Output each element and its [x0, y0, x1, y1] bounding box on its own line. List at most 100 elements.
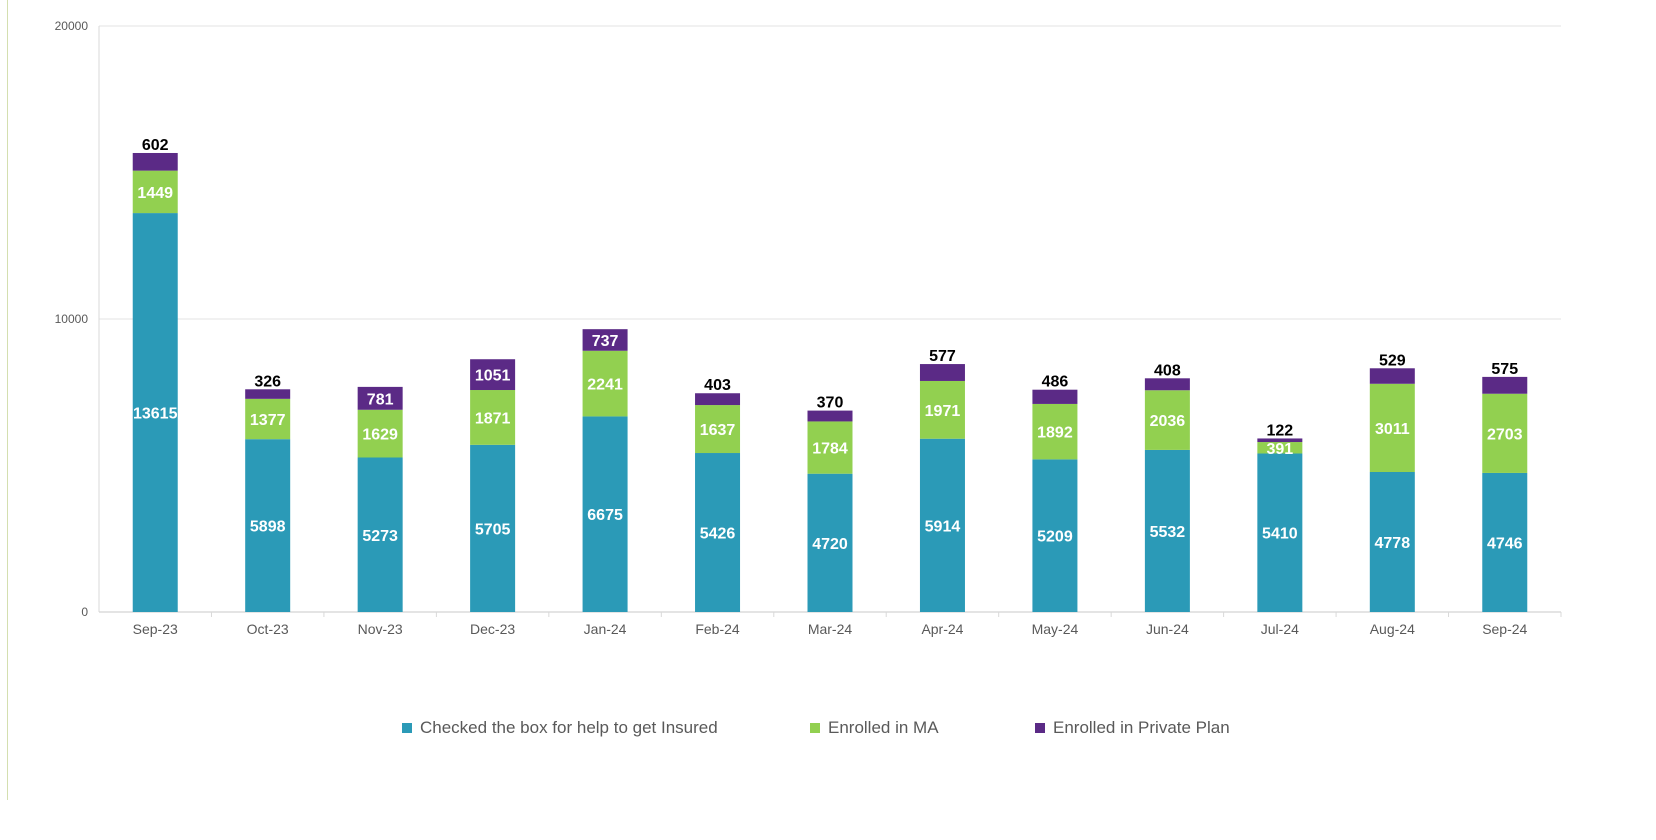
- x-tick-label: Feb-24: [695, 621, 740, 637]
- data-label-ma: 391: [1266, 441, 1293, 458]
- data-label-ma: 1784: [812, 441, 848, 458]
- bar-segment-private: [695, 393, 741, 406]
- data-label-ma: 1377: [250, 412, 286, 429]
- bar-segment-insured: [470, 444, 516, 612]
- data-label-ma: 1971: [925, 403, 961, 420]
- data-label-ma: 1629: [362, 427, 398, 444]
- data-label-insured: 4720: [812, 536, 848, 553]
- legend-item-private: Enrolled in Private Plan: [1035, 718, 1230, 738]
- x-tick-label: Mar-24: [808, 621, 853, 637]
- bar-segment-private: [132, 152, 178, 171]
- data-label-insured: 5898: [250, 519, 286, 536]
- data-label-private: 577: [929, 348, 956, 365]
- bar-segment-insured: [1257, 453, 1303, 612]
- data-label-private: 575: [1491, 361, 1518, 378]
- y-tick-label: 20000: [55, 19, 89, 33]
- bar-segment-private: [1482, 376, 1528, 394]
- bar-segment-insured: [582, 416, 628, 612]
- x-tick-label: Sep-23: [133, 621, 178, 637]
- y-tick-label: 10000: [55, 312, 89, 326]
- bar-segment-private: [1032, 389, 1078, 404]
- bar-segment-private: [357, 386, 403, 410]
- data-label-ma: 3011: [1375, 421, 1410, 438]
- data-label-insured: 5209: [1037, 529, 1073, 546]
- bar-segment-ma: [1482, 393, 1528, 473]
- legend-swatch-private: [1035, 723, 1045, 733]
- legend-item-insured: Checked the box for help to get Insured: [402, 718, 718, 738]
- y-tick-label: 0: [81, 605, 88, 619]
- legend-swatch-insured: [402, 723, 412, 733]
- data-label-insured: 4778: [1375, 535, 1411, 552]
- x-tick-label: Oct-23: [247, 621, 289, 637]
- legend: Checked the box for help to get Insured …: [0, 718, 1656, 744]
- bar-segment-ma: [1257, 442, 1303, 454]
- x-tick-label: Nov-23: [358, 621, 403, 637]
- legend-label-private: Enrolled in Private Plan: [1053, 718, 1230, 737]
- bar-segment-insured: [1144, 449, 1190, 612]
- bar-segment-ma: [807, 421, 853, 474]
- bar-segment-insured: [1032, 459, 1078, 612]
- data-label-insured: 5705: [475, 521, 511, 538]
- bar-segment-private: [245, 389, 291, 399]
- data-label-private: 403: [704, 377, 731, 394]
- bar-segment-insured: [1369, 472, 1415, 612]
- data-label-private: 737: [592, 333, 619, 350]
- legend-swatch-ma: [810, 723, 820, 733]
- data-label-insured: 5273: [362, 528, 398, 545]
- data-label-insured: 13615: [133, 406, 178, 423]
- data-label-insured: 5532: [1150, 524, 1186, 541]
- data-label-ma: 1871: [475, 410, 511, 427]
- bar-segment-insured: [245, 439, 291, 612]
- x-tick-label: May-24: [1032, 621, 1079, 637]
- x-tick-label: Apr-24: [921, 621, 963, 637]
- data-label-insured: 5914: [925, 518, 961, 535]
- legend-label-insured: Checked the box for help to get Insured: [420, 718, 718, 737]
- data-label-ma: 2241: [587, 377, 623, 394]
- bar-segment-private: [1369, 368, 1415, 384]
- data-label-ma: 1449: [137, 185, 173, 202]
- bar-segment-ma: [245, 398, 291, 440]
- bar-segment-insured: [695, 453, 741, 612]
- x-tick-label: Aug-24: [1370, 621, 1415, 637]
- bar-segment-private: [919, 364, 965, 381]
- bar-segment-ma: [470, 390, 516, 445]
- bar-segment-ma: [1032, 403, 1078, 460]
- bar-segment-ma: [582, 350, 628, 417]
- x-tick-label: Sep-24: [1482, 621, 1527, 637]
- bar-segment-ma: [695, 405, 741, 454]
- bar-segment-ma: [1144, 390, 1190, 450]
- x-tick-label: Dec-23: [470, 621, 515, 637]
- bar-segment-insured: [1482, 472, 1528, 612]
- bar-segment-private: [582, 329, 628, 351]
- bars: 13615 1449 602 5898 1377 326 5273 1629 781 5705 18…: [132, 137, 1528, 612]
- data-label-private: 529: [1379, 352, 1406, 369]
- data-label-private: 1051: [475, 368, 511, 385]
- data-label-private: 370: [817, 395, 844, 412]
- bar-segment-private: [807, 410, 853, 422]
- bar-segment-insured: [807, 473, 853, 612]
- x-tick-label: Jun-24: [1146, 621, 1189, 637]
- x-tick-label: Jul-24: [1261, 621, 1299, 637]
- bar-segment-insured: [919, 438, 965, 612]
- data-label-private: 122: [1266, 422, 1293, 439]
- x-axis: Sep-23 Oct-23 Nov-23 Dec-23 Jan-24 Feb-24 Mar-…: [133, 612, 1562, 637]
- bar-segment-ma: [132, 170, 178, 214]
- y-axis: 0 10000 20000: [55, 19, 100, 619]
- data-label-ma: 2036: [1150, 413, 1186, 430]
- bar-segment-private: [1144, 378, 1190, 391]
- data-label-ma: 1637: [700, 422, 736, 439]
- bar-segment-ma: [1369, 383, 1415, 473]
- x-tick-label: Jan-24: [584, 621, 627, 637]
- legend-label-ma: Enrolled in MA: [828, 718, 939, 737]
- data-label-private: 781: [367, 391, 394, 408]
- data-label-ma: 1892: [1037, 425, 1073, 442]
- data-label-insured: 6675: [587, 507, 623, 524]
- data-label-ma: 2703: [1487, 426, 1523, 443]
- bar-segment-ma: [357, 409, 403, 458]
- bar-segment-insured: [357, 457, 403, 612]
- bar-segment-ma: [919, 380, 965, 439]
- data-label-insured: 5410: [1262, 526, 1298, 543]
- bar-segment-private: [470, 359, 516, 391]
- data-label-insured: 5426: [700, 526, 736, 543]
